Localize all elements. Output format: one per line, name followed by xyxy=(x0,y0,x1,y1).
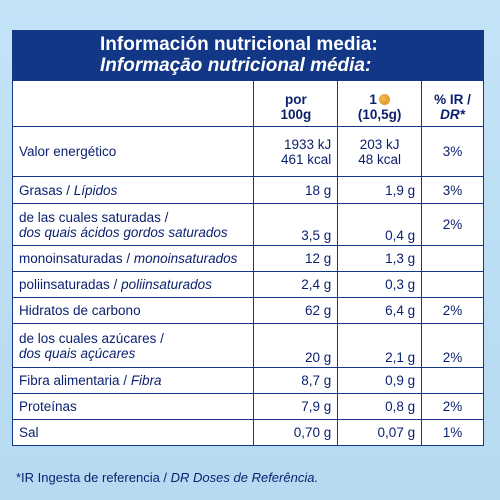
row-serving: 0,07 g xyxy=(337,419,423,446)
table-row: de los cuales azúcares / dos quais açúca… xyxy=(11,323,484,368)
table-header-row: por 100g 1 (10,5g) % IR / DR* xyxy=(11,80,484,127)
header-serving-weight: (10,5g) xyxy=(357,107,402,122)
header-ir-line1: % IR / xyxy=(434,92,471,107)
row-ir: 3% xyxy=(421,176,484,204)
row-label-pt: dos quais açúcares xyxy=(19,345,136,361)
row-ir xyxy=(421,367,484,394)
row-ir: 2% xyxy=(421,297,484,324)
row-label-es: de las cuales saturadas / xyxy=(19,209,169,225)
nutrition-table: por 100g 1 (10,5g) % IR / DR* Valor ener… xyxy=(11,80,484,446)
header-ir-line2: DR* xyxy=(440,107,465,122)
row-per100: 62 g xyxy=(253,297,339,324)
row-label: de las cuales saturadas / dos quais ácid… xyxy=(11,203,255,246)
footnote-pt: DR Doses de Referência. xyxy=(170,470,319,485)
row-per100: 18 g xyxy=(253,176,339,204)
row-ir: 1% xyxy=(421,419,484,446)
value-kj: 203 kJ xyxy=(359,136,400,152)
row-label: Valor energético xyxy=(11,126,255,177)
row-serving: 0,8 g xyxy=(337,393,423,420)
row-per100: 1933 kJ 461 kcal xyxy=(253,126,339,177)
value-kj: 1933 kJ xyxy=(283,136,332,152)
row-per100: 3,5 g xyxy=(253,203,339,246)
header-per-serving: 1 (10,5g) xyxy=(337,80,423,127)
title-spanish: Información nutricional media: xyxy=(100,34,378,55)
row-serving: 6,4 g xyxy=(337,297,423,324)
row-serving: 0,4 g xyxy=(337,203,423,246)
row-label: Sal xyxy=(11,419,255,446)
header-ir: % IR / DR* xyxy=(421,80,484,127)
row-ir xyxy=(421,245,484,272)
table-row: Hidratos de carbono 62 g 6,4 g 2% xyxy=(11,297,484,324)
table-row: Sal 0,70 g 0,07 g 1% xyxy=(11,419,484,446)
row-label-es: poliinsaturadas / xyxy=(19,277,118,292)
footnote: *IR Ingesta de referencia / DR Doses de … xyxy=(16,470,318,485)
row-label-es: Grasas / xyxy=(19,182,71,198)
row-label-pt: poliinsaturados xyxy=(121,277,212,292)
row-serving: 2,1 g xyxy=(337,323,423,368)
value-kcal: 48 kcal xyxy=(358,151,402,167)
row-ir: 2% xyxy=(421,393,484,420)
header-empty-cell xyxy=(11,80,255,127)
row-ir xyxy=(421,271,484,298)
row-label: Fibra alimentaria / Fibra xyxy=(11,367,255,394)
row-per100: 7,9 g xyxy=(253,393,339,420)
row-label-es: Fibra alimentaria / xyxy=(19,373,128,388)
row-label-es: Valor energético xyxy=(19,144,117,159)
row-ir: 2% xyxy=(421,203,484,246)
row-serving: 0,3 g xyxy=(337,271,423,298)
header-per100-line2: 100g xyxy=(280,107,312,122)
row-label: Proteínas xyxy=(11,393,255,420)
row-label-pt: dos quais ácidos gordos saturados xyxy=(19,224,228,240)
title-portuguese: Informaçāo nutricional média: xyxy=(100,55,372,76)
table-row: Fibra alimentaria / Fibra 8,7 g 0,9 g xyxy=(11,367,484,394)
footnote-es: *IR Ingesta de referencia / xyxy=(16,470,168,485)
table-row: Proteínas 7,9 g 0,8 g 2% xyxy=(11,393,484,420)
nutrition-header: Información nutricional media: Informaçā… xyxy=(12,30,484,80)
row-per100: 12 g xyxy=(253,245,339,272)
row-label: poliinsaturadas / poliinsaturados xyxy=(11,271,255,298)
table-row: poliinsaturadas / poliinsaturados 2,4 g … xyxy=(11,271,484,298)
row-serving: 203 kJ 48 kcal xyxy=(337,126,423,177)
row-label-es: Proteínas xyxy=(19,399,77,414)
row-label-pt: Fibra xyxy=(130,373,162,388)
row-label-es: Sal xyxy=(19,425,39,440)
row-ir: 3% xyxy=(421,126,484,177)
header-serving-count: 1 xyxy=(369,92,377,107)
row-label: Grasas / Lípidos xyxy=(11,176,255,204)
row-label: de los cuales azúcares / dos quais açúca… xyxy=(11,323,255,368)
row-label: Hidratos de carbono xyxy=(11,297,255,324)
header-per-100g: por 100g xyxy=(253,80,339,127)
row-serving: 1,3 g xyxy=(337,245,423,272)
row-per100: 8,7 g xyxy=(253,367,339,394)
table-row: Valor energético 1933 kJ 461 kcal 203 kJ… xyxy=(11,126,484,177)
header-per100-line1: por xyxy=(284,92,307,107)
row-serving: 0,9 g xyxy=(337,367,423,394)
table-row: monoinsaturadas / monoinsaturados 12 g 1… xyxy=(11,245,484,272)
value-kcal: 461 kcal xyxy=(280,151,332,167)
row-per100: 20 g xyxy=(253,323,339,368)
row-label-es: de los cuales azúcares / xyxy=(19,330,164,346)
row-label-pt: Lípidos xyxy=(73,182,118,198)
row-label-pt: monoinsaturados xyxy=(133,251,238,266)
row-per100: 0,70 g xyxy=(253,419,339,446)
table-row: de las cuales saturadas / dos quais ácid… xyxy=(11,203,484,246)
row-per100: 2,4 g xyxy=(253,271,339,298)
row-label: monoinsaturadas / monoinsaturados xyxy=(11,245,255,272)
row-label-es: monoinsaturadas / xyxy=(19,251,131,266)
row-label-es: Hidratos de carbono xyxy=(19,303,141,318)
table-row: Grasas / Lípidos 18 g 1,9 g 3% xyxy=(11,176,484,204)
biscuit-icon xyxy=(378,94,390,105)
row-serving: 1,9 g xyxy=(337,176,423,204)
row-ir: 2% xyxy=(421,323,484,368)
